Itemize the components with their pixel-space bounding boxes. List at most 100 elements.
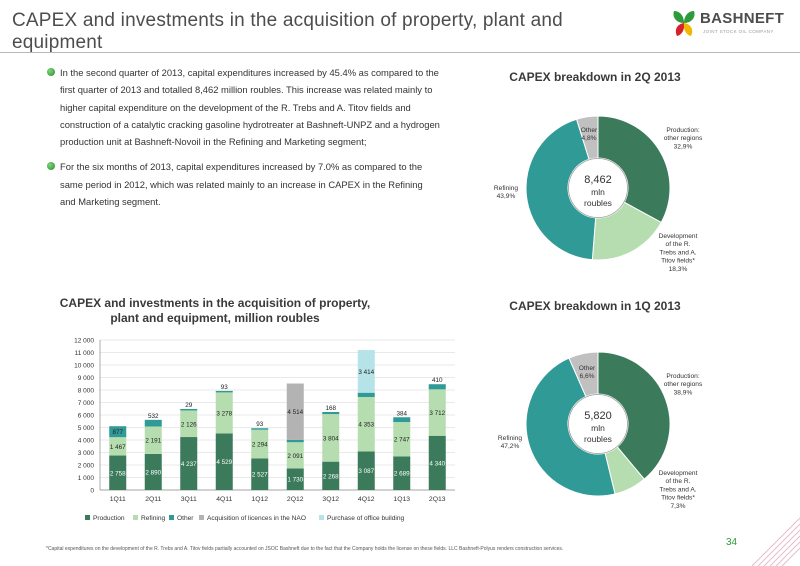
x-tick-label: 3Q12 — [322, 496, 339, 503]
bar-segment-refining — [215, 392, 233, 434]
bar-value-label: 1 730 — [287, 477, 303, 484]
pie-slice-value: 43,9% — [497, 193, 516, 200]
bar-value-label: 384 — [396, 410, 407, 417]
pie-slice-label: Trebs and A. — [659, 249, 696, 256]
bar-value-label: 3 278 — [216, 410, 232, 417]
bar-segment-other — [393, 417, 411, 423]
bar-value-label: 2 689 — [394, 471, 410, 478]
bar-segment-refining — [393, 422, 411, 457]
pie-1q-title: CAPEX breakdown in 1Q 2013 — [509, 299, 681, 313]
page-title: CAPEX and investments in the acquisition… — [12, 10, 563, 53]
pie-slice-value: 6,6% — [579, 373, 594, 380]
bar-value-label: 2 890 — [145, 469, 161, 476]
legend-label: Production — [93, 515, 125, 522]
bar-segment-refining — [286, 442, 304, 469]
pie-slice-value: 32,9% — [674, 143, 693, 150]
logo-text: BASHNEFT — [700, 10, 785, 27]
bar-segment-production — [109, 455, 127, 490]
bar-segment-other — [215, 390, 233, 393]
pie-slice-label: Refining — [494, 185, 519, 192]
corner-decoration-icon — [751, 517, 800, 566]
pie-slice-pie_refining — [525, 357, 616, 497]
bar-value-label: 3 414 — [358, 369, 374, 376]
bar-segment-production — [393, 456, 411, 490]
legend-label: Refining — [141, 515, 166, 522]
x-tick-label: 2Q11 — [145, 496, 161, 503]
bashneft-logo-icon — [673, 11, 695, 36]
bar-segment-refining — [109, 437, 127, 456]
bar-segment-other — [357, 392, 375, 397]
y-tick-label: 0 — [90, 488, 94, 495]
bar-segment-production — [251, 458, 269, 490]
bar-value-label: 2 268 — [323, 473, 339, 480]
y-tick-label: 7 000 — [78, 400, 95, 407]
y-tick-label: 10 000 — [74, 363, 94, 370]
bar-value-label: 3 804 — [323, 435, 339, 442]
bar-value-label: 2 747 — [394, 437, 410, 444]
bar-value-label: 93 — [256, 421, 264, 428]
bar-segment-refining — [428, 389, 446, 436]
pie-slice-value: 38,9% — [674, 389, 693, 396]
bar-value-label: 4 237 — [181, 461, 197, 468]
bar-segment-licences — [286, 383, 304, 440]
pie-slice-production — [597, 115, 671, 224]
bar-segment-other — [322, 412, 340, 415]
bar-value-label: 3 712 — [429, 410, 445, 417]
bar-segment-refining — [357, 397, 375, 452]
bar-segment-production — [144, 453, 162, 490]
page-number: 34 — [726, 537, 738, 548]
bar-segment-refining — [322, 414, 340, 462]
bar-value-label: 877 — [112, 429, 123, 436]
x-tick-label: 2Q12 — [287, 496, 304, 503]
x-tick-label: 1Q11 — [110, 496, 126, 503]
bar-segment-office — [357, 350, 375, 393]
x-tick-label: 2Q13 — [429, 496, 446, 503]
pie-center-unit: roubles — [584, 198, 612, 208]
bar-segment-other — [286, 439, 304, 443]
pie-slice-label: Refining — [498, 435, 523, 442]
pie-slice-label: of the R. — [666, 241, 691, 248]
y-tick-label: 12 000 — [74, 338, 94, 345]
bar-segment-other — [428, 384, 446, 390]
bar-value-label: 2 191 — [145, 438, 161, 445]
y-tick-label: 9 000 — [78, 375, 95, 382]
pie-slice-pie_other — [575, 115, 599, 160]
pie-slice-label: of the R. — [666, 478, 691, 485]
bullet-text: For the six months of 2013, capital expe… — [60, 161, 423, 208]
bar-value-label: 29 — [185, 402, 193, 409]
legend-swatch-other — [169, 515, 174, 520]
legend-swatch-refining — [133, 515, 138, 520]
pie-slice-value: 4,8% — [581, 135, 596, 142]
pie-slice-pie_other — [568, 351, 599, 398]
x-tick-label: 4Q11 — [216, 496, 232, 503]
bar-value-label: 2 527 — [252, 472, 268, 479]
pie-center-value: 5,820 — [584, 410, 612, 422]
logo-subtitle: JOINT STOCK OIL COMPANY — [703, 29, 774, 34]
x-tick-label: 4Q12 — [358, 496, 375, 503]
pie-2q-title: CAPEX breakdown in 2Q 2013 — [509, 70, 681, 84]
pie-center-unit: mln — [591, 187, 605, 197]
bar-value-label: 168 — [325, 405, 336, 412]
y-tick-label: 11 000 — [75, 350, 95, 357]
legend-label: Purchase of office building — [327, 515, 405, 522]
bar-value-label: 2 091 — [287, 453, 303, 460]
pie-slice-label: Titov fields* — [661, 495, 695, 502]
title-divider — [0, 52, 800, 53]
legend-label: Other — [177, 515, 194, 522]
bar-segment-production — [215, 433, 233, 490]
bar-segment-production — [180, 437, 198, 490]
pie-slice-label: Trebs and A. — [659, 486, 696, 493]
bar-segment-other — [109, 426, 127, 438]
pie-slice-value: 7,3% — [670, 503, 685, 510]
pie-center-value: 8,462 — [584, 174, 612, 186]
x-tick-label: 1Q12 — [251, 496, 268, 503]
y-tick-label: 5 000 — [78, 425, 95, 432]
bar-value-label: 2 758 — [110, 470, 126, 477]
bullet-dot-icon — [47, 68, 55, 76]
y-tick-label: 1 000 — [78, 475, 95, 482]
y-tick-label: 2 000 — [78, 463, 95, 470]
pie-slice-value: 18,3% — [669, 266, 688, 273]
pie-slice-label: Production: — [666, 127, 700, 134]
